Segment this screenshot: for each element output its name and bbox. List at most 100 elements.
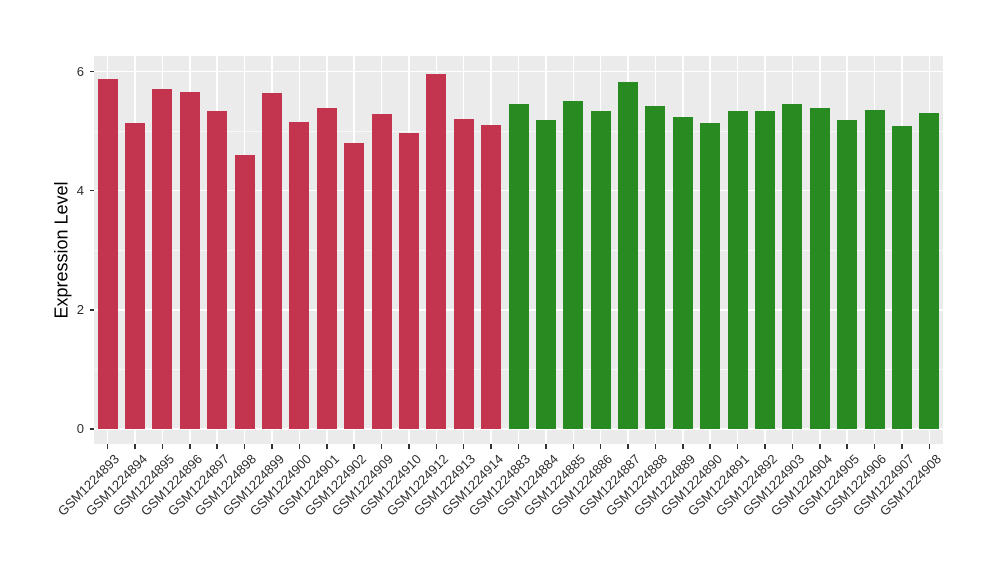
bar bbox=[97, 79, 118, 429]
bar bbox=[563, 100, 584, 429]
bar bbox=[262, 92, 283, 429]
bar bbox=[179, 91, 200, 429]
x-axis-tick bbox=[298, 444, 301, 449]
x-tick-label-text: GSM1224892 bbox=[712, 451, 780, 519]
bar bbox=[590, 111, 611, 429]
x-axis-tick bbox=[873, 444, 876, 449]
x-axis-tick bbox=[682, 444, 684, 449]
x-tick-label-text: GSM1224899 bbox=[219, 451, 287, 519]
x-tick-label-text: GSM1224912 bbox=[383, 451, 452, 519]
bar bbox=[152, 89, 173, 429]
bar bbox=[234, 154, 255, 429]
x-tick-label-text: GSM1224901 bbox=[274, 451, 342, 519]
x-tick-label-text: GSM1224884 bbox=[493, 451, 561, 519]
x-axis-tick bbox=[572, 444, 575, 449]
bar bbox=[919, 112, 940, 429]
bar bbox=[316, 108, 337, 429]
bar bbox=[618, 81, 639, 429]
x-axis-tick bbox=[408, 444, 410, 449]
x-tick-label-text: GSM1224905 bbox=[794, 451, 863, 519]
x-axis-tick bbox=[189, 444, 191, 449]
bar bbox=[371, 113, 392, 429]
y-axis-title: Expression Level bbox=[51, 181, 72, 319]
bar bbox=[809, 107, 830, 429]
bar bbox=[782, 103, 803, 429]
bar bbox=[344, 143, 365, 429]
x-tick-label-text: GSM1224898 bbox=[192, 451, 260, 519]
x-tick-label-text: GSM1224906 bbox=[822, 451, 890, 519]
bar bbox=[754, 111, 775, 429]
bar bbox=[453, 118, 474, 429]
x-tick-label-text: GSM1224903 bbox=[739, 451, 808, 519]
x-tick-label-text: GSM1224897 bbox=[164, 451, 233, 519]
bar bbox=[891, 125, 912, 429]
x-axis-tick bbox=[243, 444, 246, 449]
x-tick-label-text: GSM1224908 bbox=[876, 451, 945, 519]
x-axis-tick bbox=[517, 444, 520, 449]
bar bbox=[398, 132, 419, 429]
x-axis-tick bbox=[216, 444, 218, 449]
x-tick-label-text: GSM1224909 bbox=[329, 451, 397, 519]
x-tick-label-text: GSM1224895 bbox=[110, 451, 178, 519]
bar bbox=[700, 122, 721, 429]
x-axis-tick bbox=[599, 444, 602, 449]
x-axis-tick bbox=[791, 444, 794, 449]
x-tick-label-text: GSM1224913 bbox=[411, 451, 479, 519]
x-axis-tick bbox=[353, 444, 355, 449]
x-axis-tick bbox=[435, 444, 438, 449]
x-tick-label-text: GSM1224914 bbox=[438, 451, 507, 519]
x-axis-tick bbox=[764, 444, 766, 449]
x-tick-label-text: GSM1224889 bbox=[630, 451, 698, 519]
gridline-major bbox=[94, 70, 943, 73]
bar bbox=[207, 110, 228, 429]
bar bbox=[426, 74, 447, 429]
x-tick-label-text: GSM1224883 bbox=[466, 451, 534, 519]
gridline-major bbox=[94, 428, 943, 430]
bar bbox=[481, 124, 502, 429]
bar bbox=[508, 103, 529, 429]
x-axis-tick bbox=[326, 444, 328, 449]
x-tick-label-text: GSM1224893 bbox=[55, 451, 123, 519]
y-tick-label: 0 bbox=[76, 421, 84, 436]
x-tick-label-text: GSM1224887 bbox=[575, 451, 643, 519]
x-tick-label-text: GSM1224910 bbox=[356, 451, 424, 519]
x-axis-tick bbox=[846, 444, 848, 449]
x-axis-tick bbox=[106, 444, 109, 449]
x-tick-label-text: GSM1224886 bbox=[548, 451, 616, 519]
x-axis-tick bbox=[490, 444, 492, 449]
x-axis-tick bbox=[819, 444, 821, 449]
x-tick-label-text: GSM1224891 bbox=[685, 451, 753, 519]
x-axis-tick bbox=[627, 444, 629, 449]
x-tick-label-text: GSM1224902 bbox=[301, 451, 370, 519]
x-axis-tick bbox=[545, 444, 547, 449]
bar bbox=[727, 110, 748, 429]
bar bbox=[645, 106, 666, 429]
x-axis-tick bbox=[709, 444, 711, 449]
x-axis-tick bbox=[928, 444, 931, 449]
bar bbox=[289, 122, 310, 429]
x-tick-label-text: GSM1224890 bbox=[657, 451, 726, 519]
x-tick-label-text: GSM1224904 bbox=[767, 451, 835, 519]
x-axis-tick bbox=[271, 444, 273, 449]
bar bbox=[672, 116, 693, 429]
x-tick-label-text: GSM1224885 bbox=[520, 451, 589, 519]
bar bbox=[837, 119, 858, 429]
bar bbox=[864, 109, 885, 429]
x-axis-tick bbox=[462, 444, 465, 449]
bar bbox=[535, 119, 556, 429]
x-tick-label-text: GSM1224896 bbox=[137, 451, 205, 519]
x-axis-tick bbox=[736, 444, 739, 449]
x-tick-label-text: GSM1224900 bbox=[246, 451, 315, 519]
plot-panel bbox=[94, 56, 943, 444]
y-tick-label: 6 bbox=[76, 63, 84, 79]
x-axis-tick bbox=[161, 444, 164, 449]
x-axis-tick bbox=[901, 444, 903, 449]
x-axis-tick bbox=[380, 444, 383, 449]
x-tick-label-text: GSM1224894 bbox=[82, 451, 150, 519]
x-tick-label-text: GSM1224888 bbox=[602, 451, 671, 519]
bar bbox=[125, 122, 146, 429]
x-axis-tick bbox=[654, 444, 657, 449]
x-tick-label-text: GSM1224907 bbox=[849, 451, 917, 519]
x-axis-tick bbox=[134, 444, 136, 449]
